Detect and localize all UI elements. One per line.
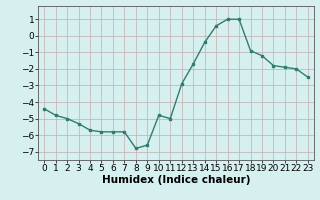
X-axis label: Humidex (Indice chaleur): Humidex (Indice chaleur) xyxy=(102,175,250,185)
